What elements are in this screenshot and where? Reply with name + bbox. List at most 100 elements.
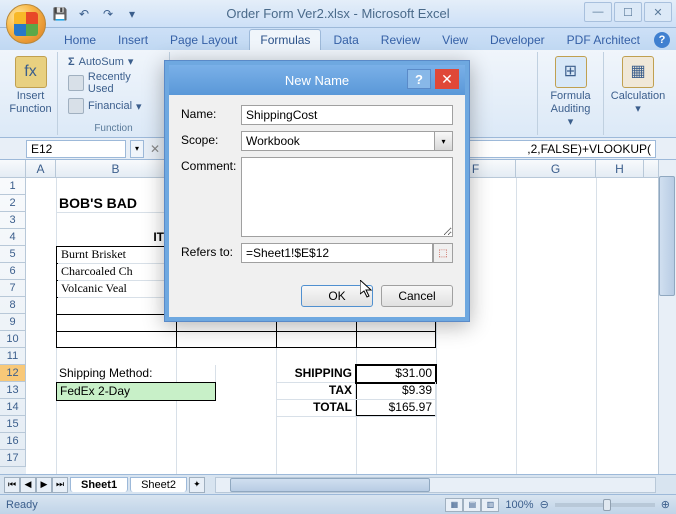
new-name-dialog: New Name ? ✕ Name: Scope: Workbook ▾ Com… (164, 60, 470, 322)
help-icon[interactable]: ? (654, 32, 670, 48)
row-header[interactable]: 8 (0, 297, 26, 314)
tab-page-layout[interactable]: Page Layout (160, 30, 247, 50)
maximize-button[interactable]: ☐ (614, 2, 642, 22)
comment-textarea[interactable] (241, 157, 453, 237)
dialog-close-button[interactable]: ✕ (435, 69, 459, 89)
sheet-last-icon[interactable]: ⏭ (52, 477, 68, 493)
insert-function-button[interactable]: fx InsertFunction (10, 54, 51, 118)
row-header[interactable]: 11 (0, 348, 26, 365)
row-header[interactable]: 12 (0, 365, 26, 382)
autosum-button[interactable]: ΣAutoSum ▾ (64, 54, 163, 69)
redo-icon[interactable]: ↷ (98, 4, 118, 24)
office-button[interactable] (6, 4, 46, 44)
row-header[interactable]: 2 (0, 195, 26, 212)
zoom-in-icon[interactable]: ⊕ (661, 498, 670, 511)
formula-auditing-button[interactable]: ⊞ FormulaAuditing ▾ (544, 54, 597, 132)
scope-select[interactable]: Workbook ▾ (241, 131, 453, 151)
cell[interactable]: $165.97 (356, 399, 436, 417)
calculation-button[interactable]: ▦ Calculation▾ (610, 54, 666, 118)
chevron-down-icon[interactable]: ▾ (434, 132, 452, 150)
vertical-scrollbar[interactable] (658, 160, 676, 474)
cell[interactable]: SHIPPING (276, 365, 356, 383)
range-picker-icon[interactable]: ⬚ (433, 243, 453, 263)
col-header-a[interactable]: A (26, 160, 56, 177)
sheet-tabs-bar: ⏮ ◀ ▶ ⏭ Sheet1 Sheet2 ✦ (0, 474, 676, 494)
row-header[interactable]: 13 (0, 382, 26, 399)
dialog-titlebar[interactable]: New Name ? ✕ (169, 65, 465, 95)
ok-button[interactable]: OK (301, 285, 373, 307)
cell[interactable]: BOB'S BAD (56, 195, 176, 213)
row-header[interactable]: 5 (0, 246, 26, 263)
tab-review[interactable]: Review (371, 30, 430, 50)
zoom-slider[interactable] (555, 503, 655, 507)
calculation-icon: ▦ (622, 56, 654, 88)
save-icon[interactable]: 💾 (50, 4, 70, 24)
ribbon-group-formula-auditing: ⊞ FormulaAuditing ▾ (538, 52, 604, 135)
undo-icon[interactable]: ↶ (74, 4, 94, 24)
window-title: Order Form Ver2.xlsx - Microsoft Excel (226, 6, 449, 21)
sheet-prev-icon[interactable]: ◀ (20, 477, 36, 493)
sheet-first-icon[interactable]: ⏮ (4, 477, 20, 493)
financial-button[interactable]: Financial ▾ (64, 97, 163, 115)
row-header[interactable]: 15 (0, 416, 26, 433)
minimize-button[interactable]: — (584, 2, 612, 22)
tab-view[interactable]: View (432, 30, 478, 50)
col-header-b[interactable]: B (56, 160, 176, 177)
row-header[interactable]: 9 (0, 314, 26, 331)
row-header[interactable]: 17 (0, 450, 26, 467)
cell-selected[interactable]: $31.00 (356, 365, 436, 383)
titlebar: 💾 ↶ ↷ ▾ Order Form Ver2.xlsx - Microsoft… (0, 0, 676, 28)
new-sheet-icon[interactable]: ✦ (189, 477, 205, 493)
page-break-view-icon[interactable]: ▥ (481, 498, 499, 512)
sheet-tab-sheet2[interactable]: Sheet2 (130, 477, 187, 492)
tab-developer[interactable]: Developer (480, 30, 555, 50)
name-input[interactable] (241, 105, 453, 125)
row-header[interactable]: 3 (0, 212, 26, 229)
fx-cancel-icon[interactable]: ✕ (150, 142, 160, 156)
status-bar: Ready ▦ ▤ ▥ 100% ⊖ ⊕ (0, 494, 676, 514)
sheet-next-icon[interactable]: ▶ (36, 477, 52, 493)
tab-formulas[interactable]: Formulas (249, 29, 321, 50)
cell[interactable]: Burnt Brisket (58, 246, 174, 264)
cell[interactable]: TAX (276, 382, 356, 400)
cancel-button[interactable]: Cancel (381, 285, 453, 307)
name-box-dropdown[interactable]: ▾ (130, 140, 144, 158)
cell[interactable]: Volcanic Veal (58, 280, 174, 298)
cell[interactable]: Shipping Method: (56, 365, 216, 383)
row-header[interactable]: 14 (0, 399, 26, 416)
scope-label: Scope: (181, 131, 241, 147)
cell[interactable]: $9.39 (356, 382, 436, 400)
zoom-out-icon[interactable]: ⊖ (540, 498, 549, 511)
tab-data[interactable]: Data (323, 30, 368, 50)
name-box[interactable]: E12 (26, 140, 126, 158)
sheet-tab-sheet1[interactable]: Sheet1 (70, 477, 128, 492)
window-controls: — ☐ ✕ (584, 2, 672, 22)
col-header-g[interactable]: G (516, 160, 596, 177)
dialog-help-button[interactable]: ? (407, 69, 431, 89)
row-header[interactable]: 1 (0, 178, 26, 195)
recently-used-button[interactable]: Recently Used (64, 70, 163, 96)
refers-to-input[interactable] (241, 243, 433, 263)
zoom-thumb[interactable] (603, 499, 611, 511)
row-header[interactable]: 7 (0, 280, 26, 297)
cell[interactable]: TOTAL (276, 399, 356, 417)
row-header[interactable]: 4 (0, 229, 26, 246)
col-header-h[interactable]: H (596, 160, 644, 177)
row-header[interactable]: 16 (0, 433, 26, 450)
cell[interactable]: ITE (56, 229, 176, 247)
row-header[interactable]: 6 (0, 263, 26, 280)
scrollbar-thumb[interactable] (230, 478, 430, 492)
cell[interactable]: Charcoaled Ch (58, 263, 174, 281)
select-all-corner[interactable] (0, 160, 26, 177)
page-layout-view-icon[interactable]: ▤ (463, 498, 481, 512)
row-header[interactable]: 10 (0, 331, 26, 348)
tab-pdf-architect[interactable]: PDF Architect (557, 30, 650, 50)
qat-dropdown-icon[interactable]: ▾ (122, 4, 142, 24)
scrollbar-thumb[interactable] (659, 176, 675, 296)
tab-insert[interactable]: Insert (108, 30, 158, 50)
tab-home[interactable]: Home (54, 30, 106, 50)
normal-view-icon[interactable]: ▦ (445, 498, 463, 512)
close-button[interactable]: ✕ (644, 2, 672, 22)
horizontal-scrollbar[interactable] (215, 477, 656, 493)
cell[interactable]: FedEx 2-Day (56, 382, 216, 401)
